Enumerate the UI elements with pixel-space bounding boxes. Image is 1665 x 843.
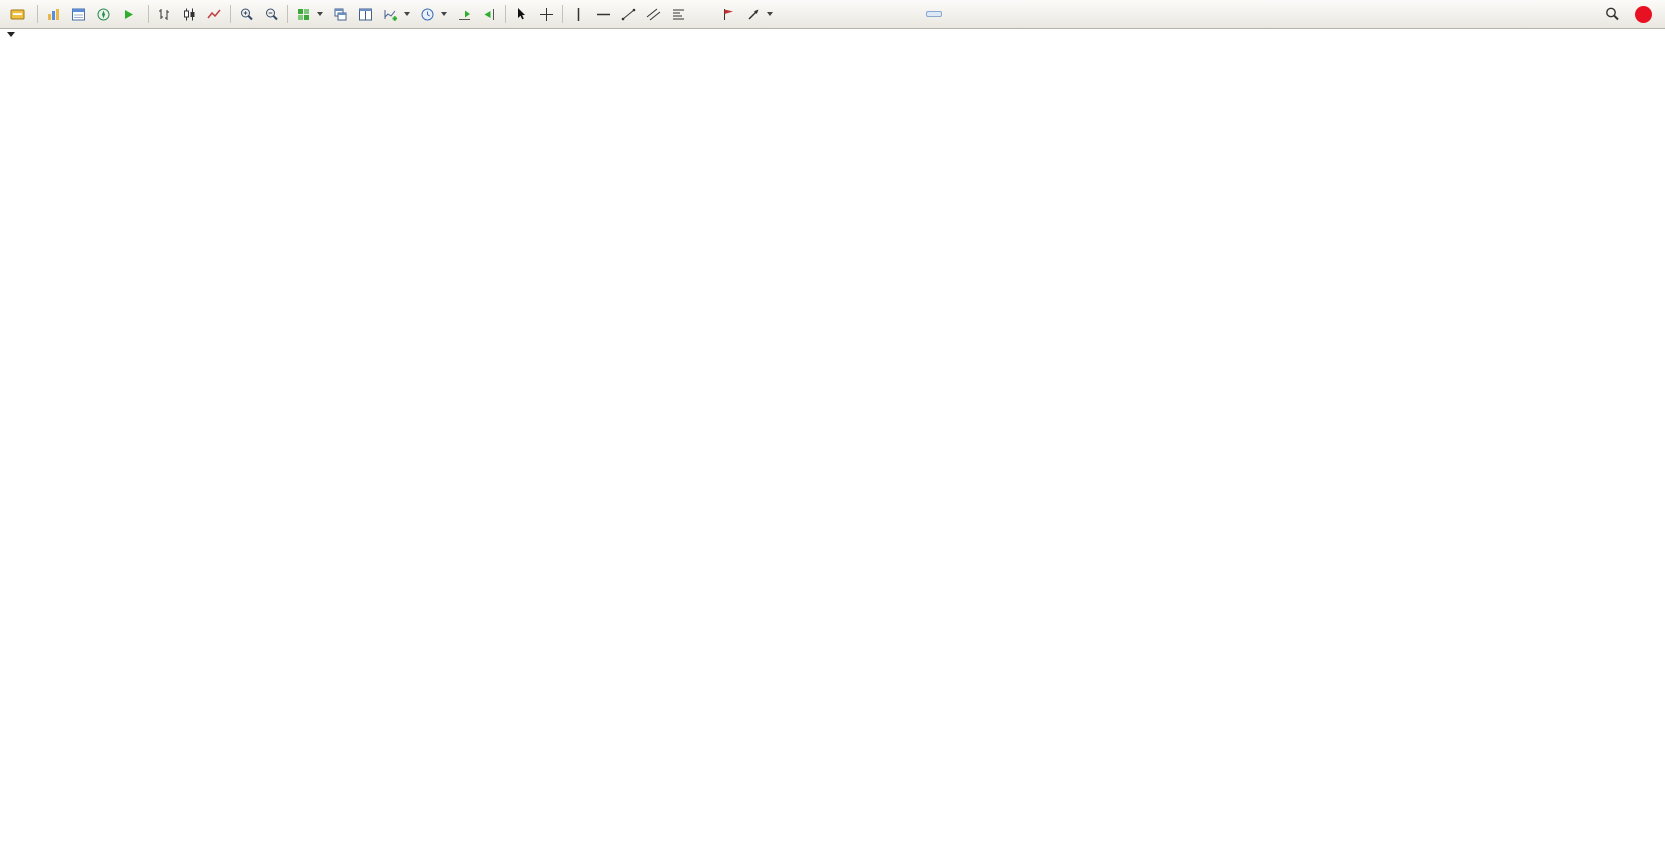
toolbar-separator — [230, 5, 231, 23]
timeframe-m15[interactable] — [872, 11, 888, 17]
cascade-windows-icon — [334, 8, 347, 20]
search-button[interactable] — [1599, 3, 1625, 25]
new-order-button[interactable] — [5, 3, 34, 25]
dropdown-caret-icon — [404, 12, 410, 16]
ohlc-bars-icon — [159, 8, 169, 20]
channel-icon — [646, 8, 661, 20]
navigator-button[interactable] — [91, 3, 116, 25]
toolbar-separator — [37, 5, 38, 23]
label-tool-button[interactable] — [716, 3, 741, 25]
text-tool-icon — [696, 7, 711, 22]
data-window-button[interactable] — [66, 3, 91, 25]
new-chart-button[interactable] — [378, 3, 415, 25]
tile-windows-button[interactable] — [353, 3, 378, 25]
market-watch-button[interactable] — [41, 3, 66, 25]
chart-shift-icon — [484, 8, 494, 20]
chart-shift-button[interactable] — [477, 3, 502, 25]
candlestick-mode-button[interactable] — [177, 3, 202, 25]
zoom-in-button[interactable] — [234, 3, 259, 25]
arrows-tool-icon — [748, 9, 759, 20]
market-watch-icon — [48, 8, 59, 20]
timeframe-h4[interactable] — [926, 11, 942, 17]
candlestick-icon — [184, 8, 195, 20]
toolbar-separator — [148, 5, 149, 23]
timeframe-m30[interactable] — [890, 11, 906, 17]
autotrading-play-icon — [125, 9, 133, 19]
toolbar-separator — [505, 5, 506, 23]
timeframe-mn[interactable] — [980, 11, 996, 17]
profiles-grid-icon — [298, 8, 309, 20]
crosshair-tool-button[interactable] — [534, 3, 559, 25]
horizontal-line-tool-button[interactable] — [591, 3, 616, 25]
chart-dropdown-icon[interactable] — [7, 32, 15, 37]
cursor-tool-button[interactable] — [509, 3, 534, 25]
toolbar-right-group — [1599, 3, 1660, 25]
chart-header — [7, 32, 27, 37]
fibonacci-icon — [673, 9, 684, 19]
auto-scroll-icon — [459, 10, 470, 20]
label-flag-icon — [724, 8, 733, 20]
cursor-icon — [518, 7, 525, 19]
periods-clock-icon — [421, 8, 434, 20]
timeframe-h1[interactable] — [908, 11, 924, 17]
horizontal-line-icon — [597, 13, 610, 15]
zoom-in-icon — [241, 8, 253, 20]
main-toolbar — [0, 0, 1665, 29]
periods-button[interactable] — [415, 3, 452, 25]
timeframe-m5[interactable] — [854, 11, 870, 17]
trendline-icon — [621, 8, 636, 20]
tile-windows-icon — [359, 8, 372, 20]
channel-tool-button[interactable] — [641, 3, 666, 25]
data-window-icon — [72, 8, 85, 20]
new-order-icon — [10, 9, 25, 19]
crosshair-icon — [540, 7, 553, 21]
notification-badge[interactable] — [1635, 5, 1652, 23]
navigator-icon — [97, 8, 110, 20]
dropdown-caret-icon — [317, 12, 323, 16]
timeframe-d1[interactable] — [944, 11, 960, 17]
new-chart-icon — [384, 9, 397, 21]
line-chart-mode-button[interactable] — [202, 3, 227, 25]
dropdown-caret-icon — [441, 12, 447, 16]
autotrading-button[interactable] — [116, 3, 145, 25]
text-tool-button[interactable] — [691, 3, 716, 25]
search-icon — [1606, 7, 1619, 21]
zoom-out-button[interactable] — [259, 3, 284, 25]
toolbar-separator — [287, 5, 288, 23]
line-chart-icon — [207, 9, 221, 18]
bar-chart-mode-button[interactable] — [152, 3, 177, 25]
trendline-tool-button[interactable] — [616, 3, 641, 25]
fibonacci-tool-button[interactable] — [666, 3, 691, 25]
profiles-button[interactable] — [291, 3, 328, 25]
cascade-windows-button[interactable] — [328, 3, 353, 25]
dropdown-caret-icon — [767, 12, 773, 16]
vertical-line-icon — [577, 7, 580, 21]
arrows-tool-button[interactable] — [741, 3, 778, 25]
toolbar-separator — [562, 5, 563, 23]
vertical-line-tool-button[interactable] — [566, 3, 591, 25]
zoom-out-icon — [266, 8, 278, 20]
auto-scroll-button[interactable] — [452, 3, 477, 25]
timeframe-m1[interactable] — [836, 11, 852, 17]
timeframe-w1[interactable] — [962, 11, 978, 17]
timeframe-toolbar — [836, 11, 996, 17]
